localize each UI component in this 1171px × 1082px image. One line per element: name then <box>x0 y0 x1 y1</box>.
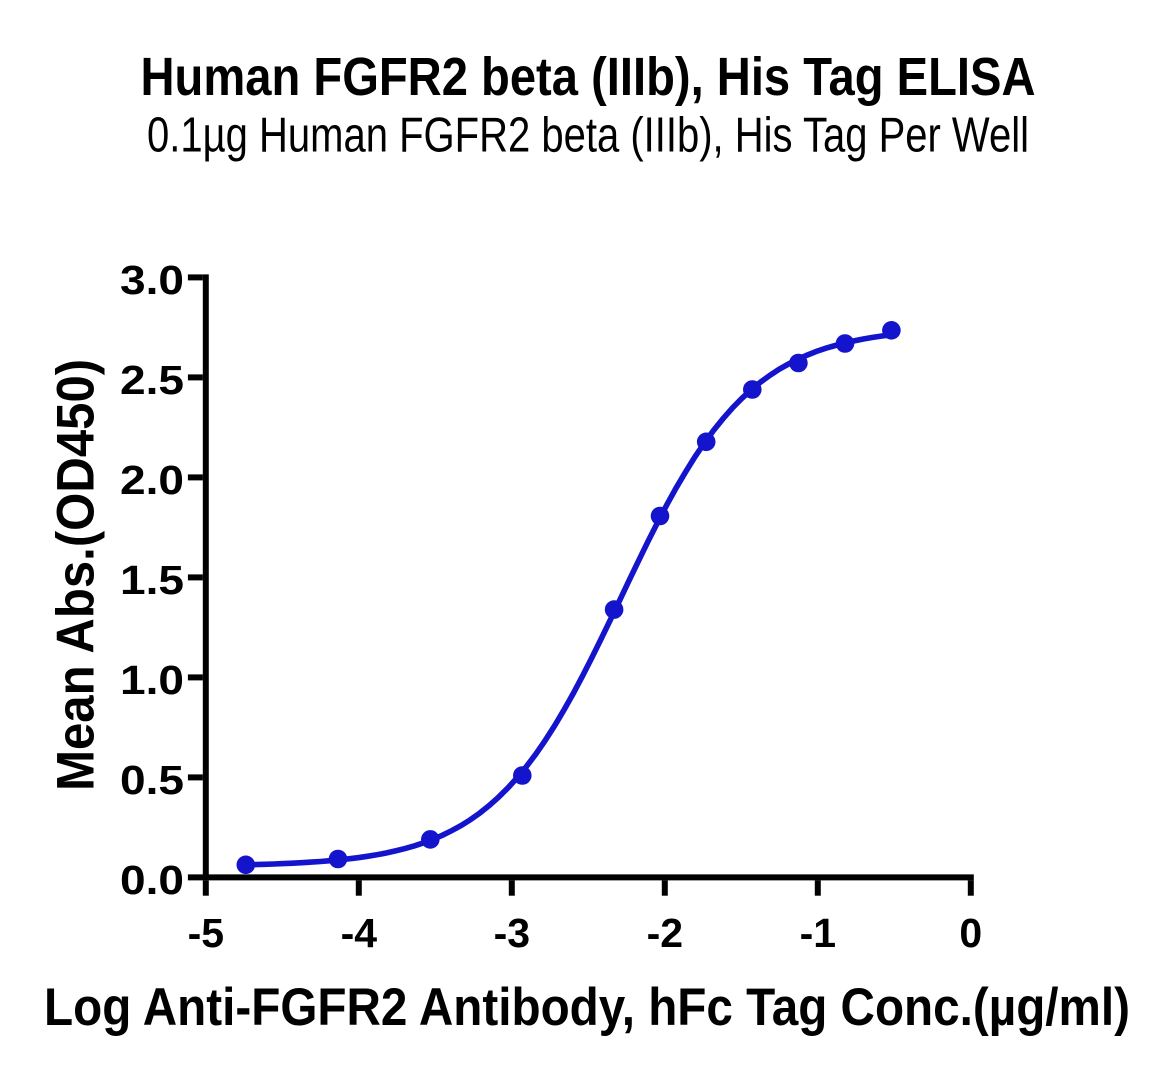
svg-text:-2: -2 <box>647 910 683 956</box>
svg-text:-1: -1 <box>800 910 836 956</box>
svg-text:2.0: 2.0 <box>120 457 184 503</box>
svg-text:0: 0 <box>959 910 982 956</box>
svg-text:1.5: 1.5 <box>120 557 184 603</box>
svg-text:2.5: 2.5 <box>120 357 184 403</box>
svg-text:0.0: 0.0 <box>120 857 184 903</box>
svg-text:Log Anti-FGFR2 Antibody, hFc T: Log Anti-FGFR2 Antibody, hFc Tag Conc.(µ… <box>44 978 1130 1037</box>
svg-text:-3: -3 <box>494 910 530 956</box>
svg-text:3.0: 3.0 <box>120 257 184 303</box>
svg-text:1.0: 1.0 <box>120 657 184 703</box>
svg-text:-5: -5 <box>188 910 224 956</box>
svg-text:Human FGFR2 beta (IIIb), His T: Human FGFR2 beta (IIIb), His Tag ELISA <box>141 47 1036 107</box>
svg-text:0.5: 0.5 <box>120 757 184 803</box>
svg-text:0.1µg Human FGFR2 beta (IIIb),: 0.1µg Human FGFR2 beta (IIIb), His Tag P… <box>147 109 1029 163</box>
svg-text:Mean Abs.(OD450): Mean Abs.(OD450) <box>47 359 106 791</box>
svg-text:-4: -4 <box>341 910 378 956</box>
